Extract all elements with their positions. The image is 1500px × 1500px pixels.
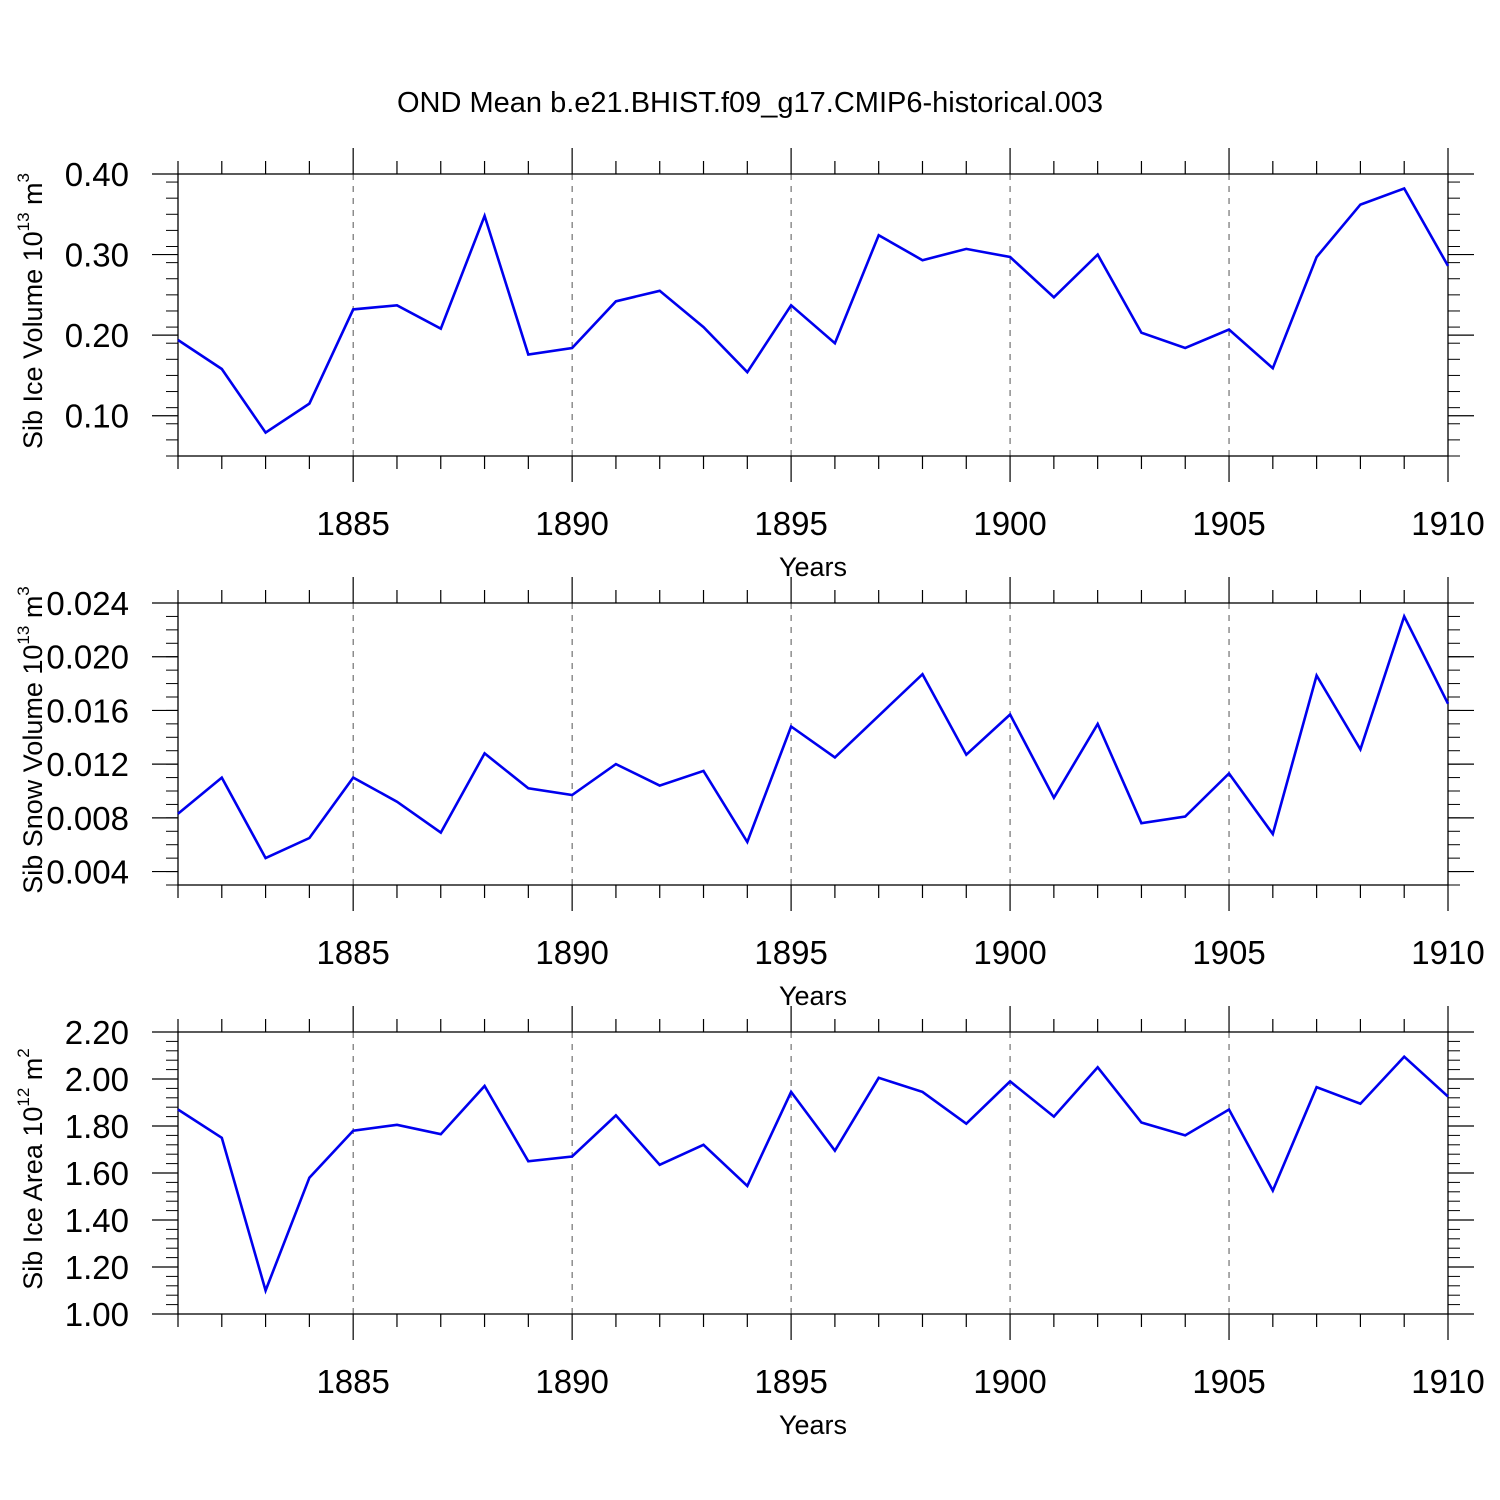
- sib-ice-area-ytick-label-1.80: 1.80: [65, 1108, 129, 1145]
- sib-ice-volume-xtick-label-1885: 1885: [316, 505, 389, 542]
- sib-snow-volume-xlabel: Years: [779, 981, 847, 1011]
- sib-ice-volume-ylabel: Sib Ice Volume 1013 m3: [14, 173, 48, 449]
- sib-snow-volume-ytick-label-0.016: 0.016: [46, 692, 129, 729]
- sib-ice-area-frame: [177, 1031, 1449, 1315]
- sib-snow-volume-series-line: [177, 613, 1450, 860]
- sib-snow-volume-ylabel: Sib Snow Volume 1013 m3: [14, 586, 48, 894]
- sib-snow-volume-xtick-label-1900: 1900: [973, 934, 1046, 971]
- sib-ice-area-ytick-label-2.20: 2.20: [65, 1014, 129, 1051]
- sib-ice-volume-xtick-label-1890: 1890: [535, 505, 608, 542]
- sib-snow-volume-xtick-label-1885: 1885: [316, 934, 389, 971]
- sib-snow-volume-ytick-label-0.008: 0.008: [46, 800, 129, 837]
- panels: 0.10 0.20 0.30 0.40 1885 1890 1895 1900 1905 1910…: [14, 148, 1485, 1440]
- sib-snow-volume-ylabel-unit-exponent: 3: [14, 586, 33, 595]
- sib-snow-volume-ylabel-main: Sib Snow Volume 10: [18, 645, 48, 894]
- sib-snow-volume-xtick-label-1895: 1895: [754, 934, 827, 971]
- sib-snow-volume-ylabel-exponent: 13: [14, 626, 33, 645]
- sib-ice-volume-ylabel-main: Sib Ice Volume 10: [18, 231, 48, 449]
- sib-snow-volume-panel: 0.004 0.008 0.012 0.016 0.020 0.024 1885 1890 18…: [14, 577, 1485, 1011]
- sib-ice-area-ytick-label-1.00: 1.00: [65, 1296, 129, 1333]
- sib-ice-volume-xlabel: Years: [779, 552, 847, 582]
- sib-ice-area-xlabel: Years: [779, 1410, 847, 1440]
- sib-ice-volume-ytick-label-0.30: 0.30: [65, 237, 129, 274]
- sib-ice-area-xtick-label-1895: 1895: [754, 1363, 827, 1400]
- sib-snow-volume-ytick-label-0.020: 0.020: [46, 639, 129, 676]
- sib-snow-volume-ytick-label-0.024: 0.024: [46, 585, 129, 622]
- sib-ice-area-xtick-label-1905: 1905: [1192, 1363, 1265, 1400]
- sib-ice-area-xtick-label-1900: 1900: [973, 1363, 1046, 1400]
- sib-ice-volume-ytick-label-0.10: 0.10: [65, 398, 129, 435]
- sib-ice-area-ytick-label-1.20: 1.20: [65, 1249, 129, 1286]
- sib-ice-area-xtick-label-1910: 1910: [1411, 1363, 1484, 1400]
- sib-ice-area-ylabel: Sib Ice Area 1012 m2: [14, 1048, 48, 1290]
- sib-ice-area-ylabel-exponent: 12: [14, 1088, 33, 1107]
- sib-ice-area-xtick-label-1890: 1890: [535, 1363, 608, 1400]
- sib-ice-area-xtick-label-1885: 1885: [316, 1363, 389, 1400]
- sib-ice-area-ytick-label-1.40: 1.40: [65, 1202, 129, 1239]
- sib-ice-area-ylabel-unit-exponent: 2: [14, 1048, 33, 1057]
- sib-ice-area-series-line: [177, 1054, 1449, 1295]
- sib-ice-volume-xtick-label-1910: 1910: [1411, 505, 1484, 542]
- sib-ice-volume-ytick-label-0.40: 0.40: [65, 156, 129, 193]
- sib-snow-volume-frame: [177, 602, 1449, 886]
- sib-snow-volume-ylabel-unit: m: [18, 596, 48, 626]
- sib-ice-volume-ylabel-exponent: 13: [14, 212, 33, 231]
- sib-ice-volume-ytick-label-0.20: 0.20: [65, 317, 129, 354]
- sib-ice-area-ytick-label-1.60: 1.60: [65, 1155, 129, 1192]
- sib-ice-area-ylabel-main: Sib Ice Area 10: [18, 1107, 48, 1290]
- sib-snow-volume-ytick-label-0.012: 0.012: [46, 746, 129, 783]
- sib-ice-volume-xtick-label-1905: 1905: [1192, 505, 1265, 542]
- sib-snow-volume-xtick-label-1905: 1905: [1192, 934, 1265, 971]
- sib-snow-volume-xtick-label-1910: 1910: [1411, 934, 1484, 971]
- sib-ice-area-panel: 1.00 1.20 1.40 1.60 1.80 2.00 2.20 1885 1890 1895…: [14, 1006, 1485, 1440]
- sib-ice-volume-ylabel-unit-exponent: 3: [14, 173, 33, 182]
- sib-ice-volume-xtick-label-1895: 1895: [754, 505, 827, 542]
- sib-ice-area-ytick-label-2.00: 2.00: [65, 1061, 129, 1098]
- sib-ice-volume-series-line: [177, 186, 1450, 435]
- sib-snow-volume-ytick-label-0.004: 0.004: [46, 854, 129, 891]
- figure-title: OND Mean b.e21.BHIST.f09_g17.CMIP6-histo…: [397, 87, 1103, 119]
- sib-ice-area-ylabel-unit: m: [18, 1058, 48, 1088]
- sib-ice-volume-frame: [177, 173, 1449, 457]
- sib-ice-volume-ylabel-unit: m: [18, 182, 48, 212]
- sib-ice-volume-panel: 0.10 0.20 0.30 0.40 1885 1890 1895 1900 1905 1910…: [14, 148, 1485, 582]
- sib-snow-volume-xtick-label-1890: 1890: [535, 934, 608, 971]
- sib-ice-volume-xtick-label-1900: 1900: [973, 505, 1046, 542]
